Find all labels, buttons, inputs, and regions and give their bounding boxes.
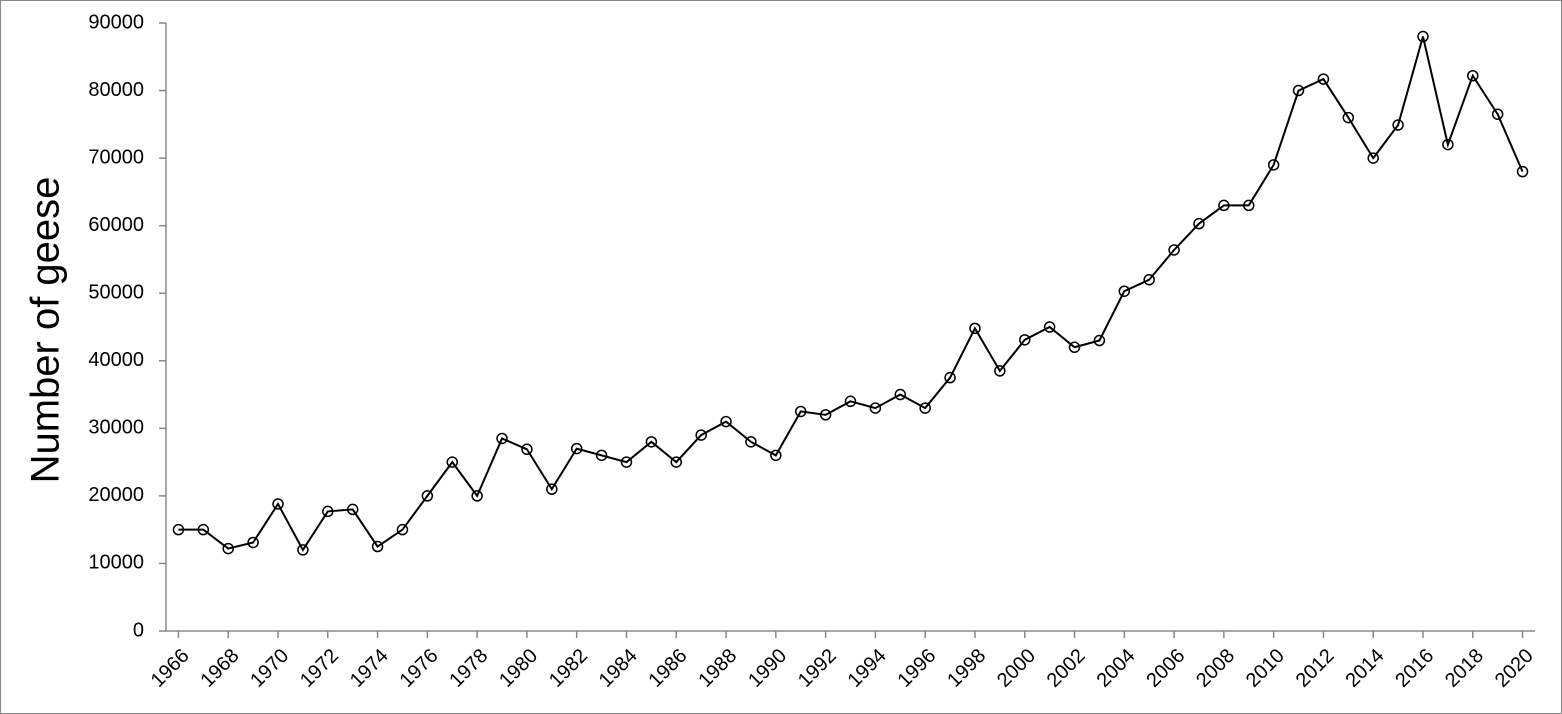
y-tick-label: 60000 — [88, 214, 144, 236]
point — [1367, 152, 1379, 164]
point — [1093, 334, 1106, 347]
point — [1467, 69, 1479, 82]
point — [1342, 111, 1355, 124]
point — [471, 490, 483, 502]
point — [1068, 341, 1081, 354]
y-tick-label: 0 — [133, 619, 144, 641]
point — [297, 544, 309, 556]
point — [222, 542, 234, 555]
point — [521, 443, 533, 456]
y-tick-label: 40000 — [88, 349, 144, 371]
y-tick-label: 20000 — [88, 484, 144, 506]
point — [1193, 217, 1205, 230]
point — [645, 436, 658, 448]
point — [197, 523, 210, 536]
point — [247, 536, 259, 549]
point — [322, 505, 334, 518]
point — [670, 456, 683, 468]
point — [1292, 84, 1305, 97]
point — [396, 523, 409, 536]
point — [172, 523, 185, 536]
point — [944, 371, 956, 384]
point — [770, 449, 782, 462]
point — [1267, 159, 1280, 171]
y-tick-label: 90000 — [88, 11, 144, 33]
line — [178, 36, 1524, 552]
point — [1018, 334, 1031, 346]
y-axis-title: Number of geese — [24, 177, 68, 484]
point — [595, 449, 608, 462]
point — [1243, 199, 1255, 212]
point — [1043, 321, 1056, 333]
y-tick-label: 70000 — [88, 146, 144, 168]
point — [919, 402, 931, 414]
point — [894, 388, 907, 401]
y-tick-label: 80000 — [88, 79, 144, 101]
point — [1168, 244, 1180, 256]
point — [496, 432, 508, 445]
point — [1392, 119, 1404, 131]
y-tick-label: 30000 — [88, 417, 144, 439]
y-tick-label: 10000 — [88, 552, 144, 574]
point — [620, 456, 633, 468]
point — [819, 409, 832, 421]
point — [695, 429, 707, 441]
point — [844, 395, 857, 408]
point — [1417, 30, 1429, 43]
point — [969, 322, 981, 335]
point — [570, 442, 583, 455]
point — [421, 490, 434, 502]
point — [1317, 73, 1330, 85]
point — [720, 415, 732, 428]
point — [371, 540, 384, 553]
point — [546, 483, 558, 495]
point — [1491, 108, 1504, 120]
point — [446, 456, 458, 468]
point — [745, 436, 757, 448]
point — [794, 405, 807, 418]
point — [1516, 165, 1529, 178]
point — [272, 498, 284, 510]
point — [1442, 138, 1454, 151]
point — [1118, 285, 1131, 297]
point — [1143, 273, 1155, 286]
y-tick-label: 50000 — [88, 282, 144, 304]
point — [1218, 199, 1230, 212]
point — [869, 402, 882, 414]
point — [994, 365, 1006, 377]
point — [346, 503, 359, 516]
